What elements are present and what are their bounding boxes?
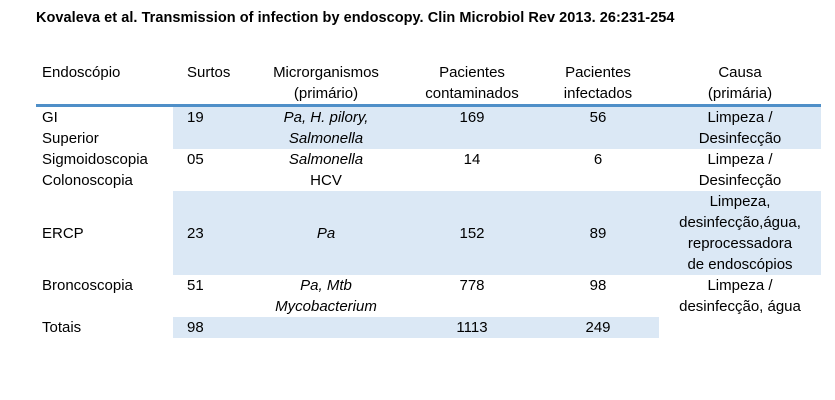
cell-text: Pa, Mtb [300,277,352,294]
cell-microrganismos: Salmonella HCV [245,149,407,191]
cell-text: Limpeza / [707,109,773,126]
cell-endoscopio: ERCP [36,191,173,275]
cell-microrganismos: Pa [245,191,407,275]
cell-text: Desinfecção [698,130,782,147]
cell-text: Colonoscopia [42,172,133,189]
cell-surtos: 51 [173,275,245,317]
cell-causa: Limpeza / Desinfecção [659,105,821,149]
cell-text: ERCP [42,224,84,242]
page-title: Kovaleva et al. Transmission of infectio… [36,10,675,26]
cell-text: 1113 [456,319,488,336]
cell-text: desinfecção, água [679,298,801,315]
cell-endoscopio: GI Superior [36,106,173,150]
infection-table: Endoscópio Surtos Microrganismos (primár… [36,60,821,338]
table-row: ERCP 23 Pa 152 89 Limpeza, desinfecção,á… [36,191,821,275]
table-header-row: Endoscópio Surtos Microrganismos (primár… [36,60,821,107]
cell-microrganismos: Pa, H. pilory, Salmonella [245,105,407,149]
cell-text: 6 [593,151,603,168]
cell-causa [659,317,821,338]
cell-text: Pa, H. pilory, [283,109,369,126]
cell-text: Salmonella [288,151,364,168]
header-contaminados-line2: contaminados [425,85,519,102]
header-micro-line1: Microrganismos [273,64,379,81]
cell-text: 05 [187,151,204,168]
table-row: Sigmoidoscopia Colonoscopia 05 Salmonell… [36,149,821,191]
cell-infectados: 89 [537,191,659,275]
cell-text: Sigmoidoscopia [42,151,148,168]
cell-text: 89 [589,224,607,242]
cell-contaminados: 169 [407,105,537,149]
header-contaminados-line1: Pacientes [439,64,505,81]
header-endoscopio: Endoscópio [36,60,173,107]
cell-text: GI [42,109,58,126]
cell-causa: Limpeza / desinfecção, água [659,275,821,317]
cell-text: reprocessadora [687,235,793,252]
header-contaminados: Pacientes contaminados [407,60,537,107]
cell-text: 169 [459,109,485,126]
cell-endoscopio: Broncoscopia [36,275,173,317]
header-micro-line2: (primário) [293,85,359,102]
cell-text: Salmonella [288,130,364,147]
cell-infectados: 6 [537,149,659,191]
cell-text: 249 [585,319,611,336]
cell-infectados: 249 [537,317,659,338]
cell-infectados: 56 [537,105,659,149]
cell-text: Pa [316,224,336,242]
header-surtos: Surtos [173,60,245,107]
cell-text: 19 [187,109,204,126]
cell-text: 56 [589,109,607,126]
cell-text: Superior [42,130,99,147]
cell-causa: Limpeza, desinfecção,água, reprocessador… [659,191,821,275]
header-infectados-line2: infectados [563,85,633,102]
cell-text: Limpeza / [707,277,773,294]
cell-surtos: 98 [173,317,245,338]
header-causa: Causa (primária) [659,60,821,107]
cell-text: Limpeza / [707,151,773,168]
cell-text: Totais [42,319,82,336]
cell-contaminados: 14 [407,149,537,191]
cell-text: 98 [187,319,204,336]
cell-microrganismos: Pa, Mtb Mycobacterium [245,275,407,317]
cell-text: Limpeza, [709,193,771,210]
cell-text: de endoscópios [687,256,793,273]
header-infectados: Pacientes infectados [537,60,659,107]
cell-contaminados: 152 [407,191,537,275]
cell-surtos: 23 [173,191,245,275]
cell-endoscopio: Totais [36,317,173,338]
cell-contaminados: 1113 [407,317,537,338]
cell-contaminados: 778 [407,275,537,317]
cell-microrganismos [245,317,407,338]
cell-infectados: 98 [537,275,659,317]
cell-text: 14 [463,151,481,168]
header-causa-line2: (primária) [707,85,773,102]
cell-endoscopio: Sigmoidoscopia Colonoscopia [36,149,173,191]
cell-text: Mycobacterium [275,298,377,315]
cell-text: 778 [459,277,485,294]
header-microrganismos: Microrganismos (primário) [245,60,407,107]
cell-surtos: 05 [173,149,245,191]
table-row-totals: Totais 98 1113 249 [36,317,821,338]
header-endoscopio-label: Endoscópio [42,64,121,81]
cell-text: Broncoscopia [42,277,133,294]
cell-causa: Limpeza / Desinfecção [659,149,821,191]
table-row: GI Superior 19 Pa, H. pilory, Salmonella… [36,105,821,150]
cell-text: 51 [187,277,204,294]
cell-text: Desinfecção [698,172,782,189]
header-causa-line1: Causa [718,64,762,81]
cell-text: 23 [187,224,204,242]
header-infectados-line1: Pacientes [565,64,631,81]
cell-text: desinfecção,água, [679,214,801,231]
cell-surtos: 19 [173,105,245,149]
cell-text: 152 [459,224,485,242]
header-surtos-label: Surtos [187,64,231,81]
cell-text: 98 [589,277,607,294]
table-row: Broncoscopia 51 Pa, Mtb Mycobacterium 77… [36,275,821,317]
cell-text: HCV [310,172,342,189]
